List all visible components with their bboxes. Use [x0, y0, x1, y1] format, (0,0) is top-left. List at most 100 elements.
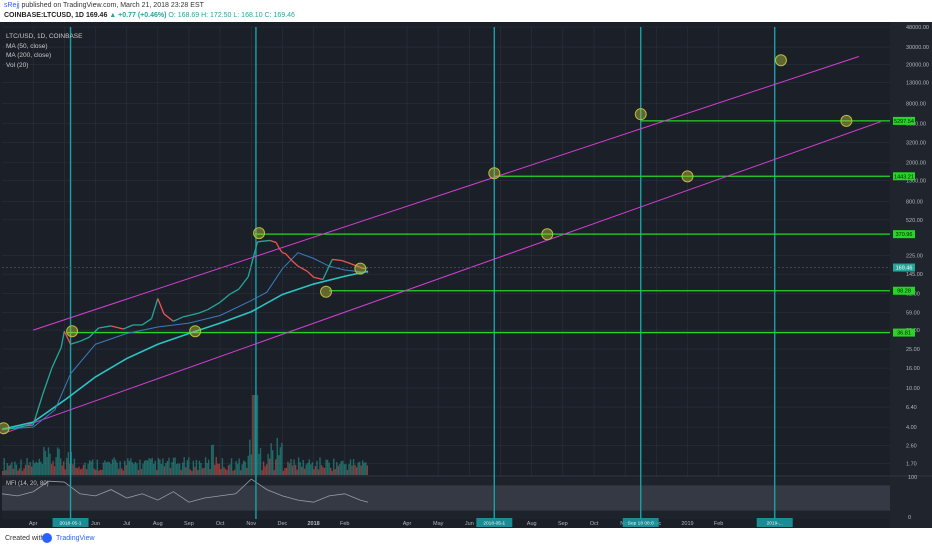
legend-item-volume[interactable]: Vol (20) [6, 61, 29, 69]
volume-bar [207, 459, 210, 475]
chart-svg[interactable]: 1.702.604.006.4010.0016.0025.0039.0059.0… [0, 22, 932, 528]
price-segment [269, 239, 277, 244]
volume-bar [50, 464, 53, 475]
volume-bar [105, 462, 108, 475]
price-segment [1, 427, 15, 430]
volume-bar [342, 460, 344, 475]
volume-bar [146, 460, 149, 475]
volume-bar [310, 464, 312, 475]
price-segment [219, 293, 230, 303]
volume-bar [108, 462, 111, 475]
current-price-tag [893, 263, 915, 272]
x-tick-label: Feb [340, 521, 349, 527]
volume-bar [55, 457, 57, 475]
price-segment [306, 270, 315, 278]
volume-bar [265, 464, 268, 475]
volume-bar [20, 459, 22, 475]
marker-circle [774, 54, 787, 67]
price-segment [41, 367, 53, 396]
volume-bar [349, 459, 352, 475]
volume-bar [331, 470, 333, 475]
tradingview-logo-icon[interactable] [42, 533, 52, 543]
volume-bar [250, 454, 253, 475]
legend-item-ma50[interactable]: MA (50, close) [6, 42, 48, 50]
volume-bar [304, 468, 306, 475]
x-tick-label: Feb [714, 521, 723, 527]
publish-line: sRejj published on TradingView.com, Marc… [4, 2, 204, 9]
price-change: ▲ +0.77 (+0.46%) [109, 12, 167, 19]
trend-channel-line [33, 56, 859, 331]
volume-bar [3, 458, 5, 475]
volume-bar [101, 469, 103, 475]
volume-bar [307, 462, 309, 475]
chart-area[interactable]: 1.702.604.006.4010.0016.0025.0039.0059.0… [0, 22, 932, 528]
price-segment [79, 336, 90, 342]
volume-bar [6, 463, 8, 475]
volume-bar [154, 460, 156, 475]
volume-bar [23, 468, 25, 475]
volume-bar [72, 464, 74, 475]
volume-bar [203, 467, 205, 475]
volume-bar [334, 469, 336, 475]
volume-bar [345, 464, 347, 475]
volume-bar [329, 467, 332, 475]
price-segment [356, 265, 364, 270]
price-level-tag [893, 286, 915, 295]
volume-bar [151, 457, 153, 475]
volume-bar [142, 463, 144, 475]
price-segment [98, 325, 112, 329]
marker-circle [0, 422, 10, 435]
price-segment [247, 241, 259, 278]
price-level-tag [893, 328, 915, 337]
author-link[interactable]: sRejj [4, 2, 20, 9]
volume-bar [346, 469, 349, 475]
y-tick-label: 1.70 [906, 462, 917, 468]
volume-bar [30, 466, 33, 475]
volume-bar [217, 463, 219, 475]
volume-bar [85, 469, 88, 475]
y-tick-label: 6.40 [906, 405, 917, 411]
volume-bar [29, 461, 31, 475]
legend-item-ma200[interactable]: MA (200, close) [6, 52, 52, 59]
volume-bar [180, 469, 182, 475]
mfi-label: MFI (14, 20, 80) [6, 481, 49, 487]
volume-bar [63, 461, 65, 475]
volume-bar [5, 470, 7, 475]
vertical-line-date-label: 2019-... [767, 521, 783, 527]
volume-bar [183, 457, 185, 475]
volume-bar [159, 459, 161, 475]
volume-bar [227, 465, 230, 475]
volume-bar [24, 464, 27, 475]
volume-bar [27, 464, 30, 475]
tradingview-brand-link[interactable]: TradingView [56, 535, 95, 542]
volume-bar [200, 463, 202, 475]
x-tick-label: Jun [465, 521, 474, 527]
volume-bar [136, 463, 138, 475]
volume-bar [233, 469, 236, 475]
price-segment [157, 298, 165, 315]
chart-background [0, 22, 932, 528]
price-segment [313, 276, 324, 281]
volume-bar [11, 462, 13, 475]
x-tick-label: Oct [590, 521, 599, 527]
volume-bar [14, 461, 16, 475]
x-tick-label: Nov [246, 521, 256, 527]
volume-bar [171, 462, 173, 475]
footer-bar: Created with TradingView [0, 528, 932, 550]
volume-bar [333, 458, 335, 475]
volume-bar [249, 439, 251, 475]
volume-bar [229, 464, 231, 475]
volume-bar [130, 458, 132, 475]
volume-bar [117, 468, 120, 475]
volume-bar [278, 455, 280, 475]
price-segment [282, 252, 286, 255]
y-tick-label: 1300.00 [906, 179, 926, 185]
volume-bar [290, 458, 292, 475]
volume-bar [291, 465, 294, 475]
volume-bar [302, 459, 304, 475]
x-tick-label: Apr [403, 521, 412, 527]
volume-bar [26, 458, 28, 475]
volume-bar [110, 464, 112, 475]
volume-bar [355, 467, 358, 475]
volume-bar [12, 468, 15, 475]
